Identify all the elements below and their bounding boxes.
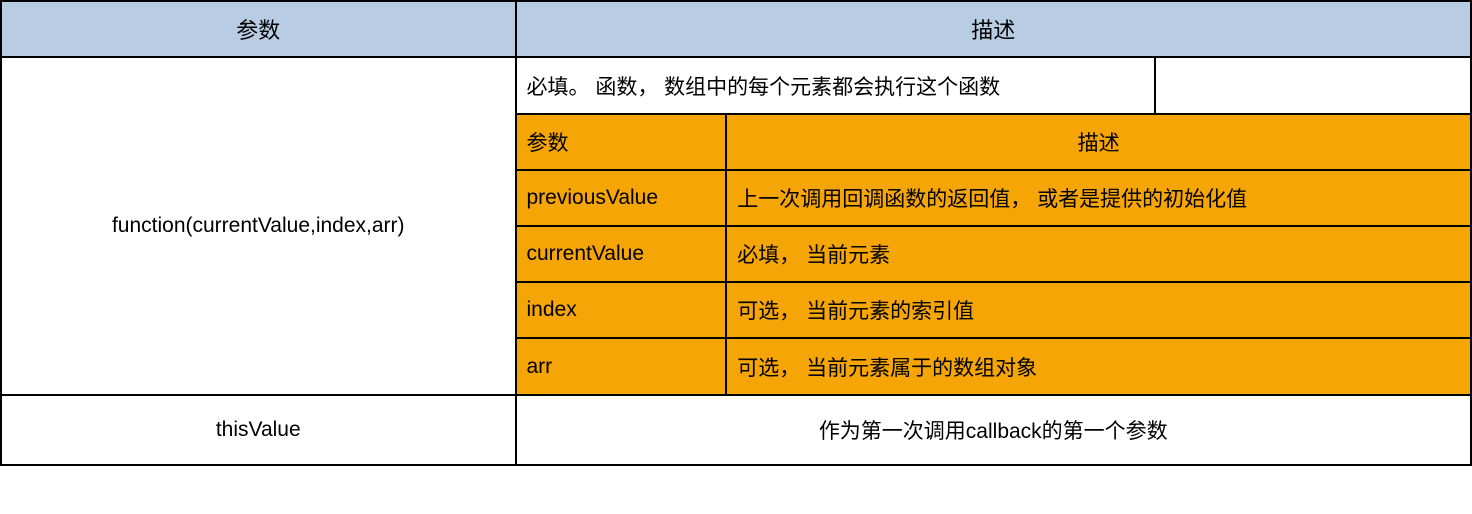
inner-intro-tail [1155,58,1470,114]
function-row: function(currentValue,index,arr) 必填。 函数，… [1,57,1471,395]
this-value-param: thisValue [1,395,516,465]
function-desc-holder: 必填。 函数， 数组中的每个元素都会执行这个函数 参数 描述 previousV… [516,57,1472,395]
inner-row-3: arr 可选， 当前元素属于的数组对象 [517,338,1471,394]
inner-row-3-desc: 可选， 当前元素属于的数组对象 [726,338,1470,394]
inner-intro-text: 必填。 函数， 数组中的每个元素都会执行这个函数 [517,58,1156,114]
inner-row-3-param: arr [517,338,727,394]
outer-header-desc: 描述 [516,1,1472,57]
inner-row-0-param: previousValue [517,170,727,226]
inner-intro-row: 必填。 函数， 数组中的每个元素都会执行这个函数 [517,58,1471,114]
inner-row-1: currentValue 必填， 当前元素 [517,226,1471,282]
inner-row-1-desc: 必填， 当前元素 [726,226,1470,282]
inner-row-2-param: index [517,282,727,338]
outer-table: 参数 描述 function(currentValue,index,arr) 必… [0,0,1472,466]
inner-table: 必填。 函数， 数组中的每个元素都会执行这个函数 [517,58,1471,115]
inner-row-0-desc: 上一次调用回调函数的返回值， 或者是提供的初始化值 [726,170,1470,226]
this-value-row: thisValue 作为第一次调用callback的第一个参数 [1,395,1471,465]
inner-row-1-param: currentValue [517,226,727,282]
outer-header-row: 参数 描述 [1,1,1471,57]
inner-row-2-desc: 可选， 当前元素的索引值 [726,282,1470,338]
parameter-table-container: 参数 描述 function(currentValue,index,arr) 必… [0,0,1472,466]
function-param: function(currentValue,index,arr) [1,57,516,395]
outer-header-param: 参数 [1,1,516,57]
inner-table-orange: 参数 描述 previousValue 上一次调用回调函数的返回值， 或者是提供… [517,113,1471,394]
inner-row-2: index 可选， 当前元素的索引值 [517,282,1471,338]
this-value-desc: 作为第一次调用callback的第一个参数 [516,395,1472,465]
inner-header-desc: 描述 [726,114,1470,170]
inner-row-0: previousValue 上一次调用回调函数的返回值， 或者是提供的初始化值 [517,170,1471,226]
inner-header-param: 参数 [517,114,727,170]
inner-header-row: 参数 描述 [517,114,1471,170]
